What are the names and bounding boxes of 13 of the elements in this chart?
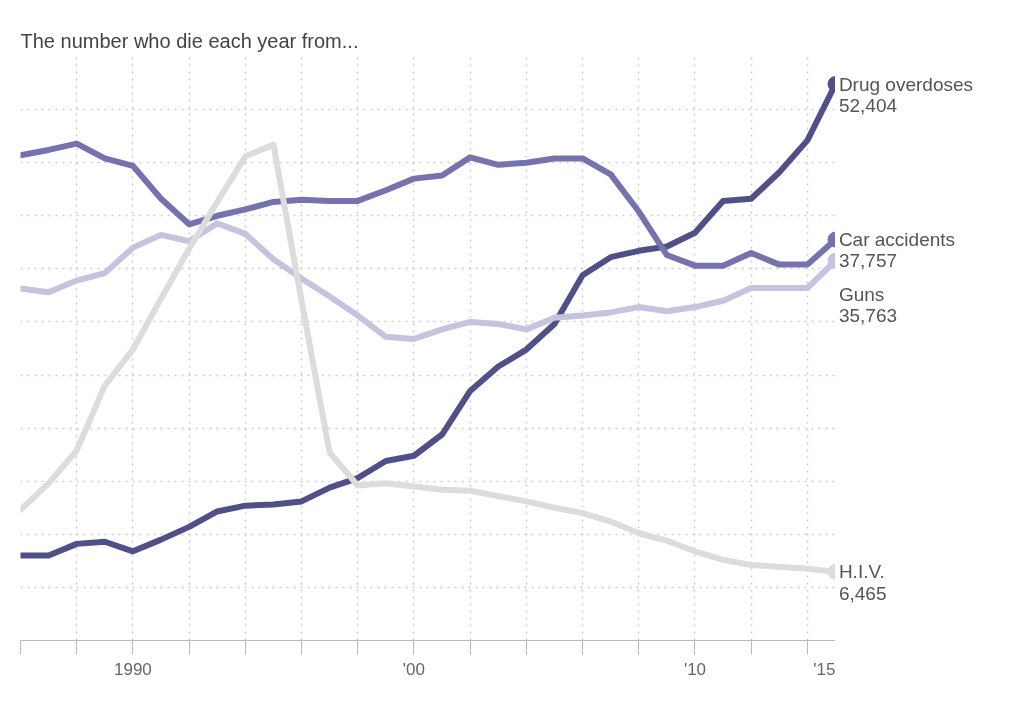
series-label: Car accidents (838, 229, 956, 251)
x-tick-label: '00 (402, 659, 426, 679)
x-tick-label: '10 (683, 659, 707, 679)
data-label: 6,465 (838, 582, 887, 604)
series-label: Drug overdoses (838, 73, 974, 95)
x-tick-label: 1990 (114, 659, 152, 679)
series-label: Guns (838, 283, 885, 305)
data-label: 35,763 (838, 305, 898, 327)
chart-title: The number who die each year from... (20, 29, 359, 52)
data-label: 52,404 (838, 94, 898, 116)
data-label: 37,757 (838, 250, 898, 272)
x-tick-label: '15 (813, 659, 836, 679)
series-label: H.I.V. (838, 561, 885, 583)
